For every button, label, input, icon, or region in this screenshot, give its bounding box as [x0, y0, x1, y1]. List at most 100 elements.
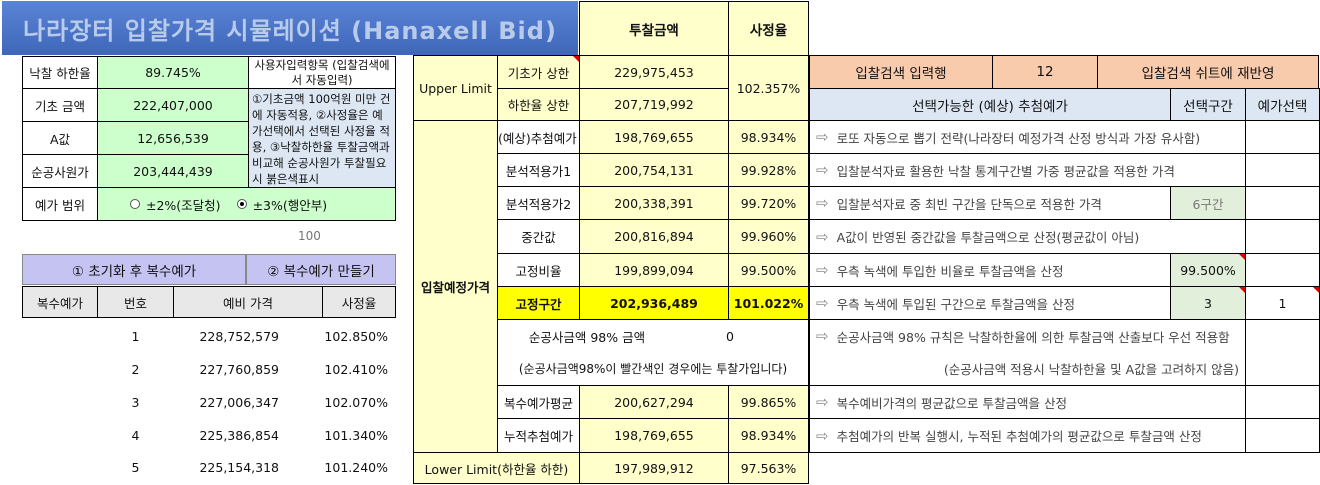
table-row-price: 225,386,854	[199, 428, 279, 443]
arrow-right-icon: ⇨	[816, 294, 829, 312]
analysis2-label: 분석적용가2	[497, 186, 580, 220]
arrow-right-icon: ⇨	[816, 227, 829, 246]
table-row-price: 225,154,318	[199, 459, 279, 475]
analysis2-value: 200,338,391	[579, 186, 729, 220]
select-cell-1	[1245, 120, 1320, 154]
table-row-rate: 101.340%	[324, 428, 388, 443]
lower-limit-rate: 97.563%	[728, 452, 809, 484]
fixed-section-rate: 101.022%	[728, 286, 809, 320]
arrow-right-icon: ⇨	[816, 261, 829, 279]
table-row-rate: 102.070%	[324, 395, 388, 410]
upper-low-value: 207,719,992	[579, 88, 729, 121]
arrow-right-icon: ⇨	[816, 161, 829, 179]
header-bid-amount: 투찰금액	[579, 1, 729, 56]
price-select-input[interactable]: 1	[1245, 286, 1320, 320]
make-multi-button[interactable]: ② 복수예가 만들기	[246, 254, 396, 285]
median-value: 200,816,894	[579, 219, 729, 254]
arrow-right-icon: ⇨	[816, 128, 829, 146]
range-option-2pct-radio[interactable]: ±2%(조달청)	[130, 195, 221, 214]
desc-row-net-rule: ⇨ 순공사금액 98% 규칙은 낙찰하한율에 의한 투찰금액 산출보다 우선 적용…	[816, 327, 1230, 345]
header-rate: 사정율	[728, 1, 809, 56]
note-body: ①기초금액 100억원 미만 건에 자동적용, ②사정율은 예가선택에서 선택된…	[248, 88, 396, 188]
upper-base-label: 기초가 상한	[497, 55, 580, 89]
table-row-no: 2	[131, 362, 140, 377]
net-amount-value: 0	[726, 328, 734, 344]
table-row-price: 227,006,347	[199, 395, 279, 410]
table-row-rate: 101.240%	[324, 459, 388, 475]
param-value-base[interactable]: 222,407,000	[97, 88, 249, 122]
multi-header-rate: 사정율	[322, 286, 396, 318]
arrow-right-icon: ⇨	[816, 426, 829, 445]
table-row-price: 227,760,859	[199, 362, 279, 377]
median-rate: 99.960%	[728, 219, 809, 254]
lower-limit-label: Lower Limit(하한율 하한)	[413, 452, 580, 484]
reset-multi-button[interactable]: ① 초기화 후 복수예가	[22, 254, 246, 285]
analysis1-rate: 99.928%	[728, 153, 809, 187]
input-row-label: 입찰검색 입력행	[809, 55, 993, 89]
table-row-no: 5	[131, 459, 140, 475]
select-cell-7	[1245, 385, 1320, 419]
range-label: 예가 범위	[22, 187, 98, 221]
cumulative-value: 198,769,655	[579, 418, 729, 453]
candidates-header: 선택가능한 (예상) 추첨예가	[809, 88, 1171, 121]
section-header: 선택구간	[1170, 88, 1246, 121]
input-row-value[interactable]: 12	[992, 55, 1098, 89]
fixed-section-label: 고정구간	[497, 286, 580, 320]
cumulative-label: 누적추첨예가	[497, 418, 580, 453]
desc-row-analysis2: ⇨ 입찰분석자료 중 최빈 구간을 단독으로 적용한 가격	[809, 186, 1171, 220]
fixed-section-input[interactable]: 3	[1170, 286, 1246, 320]
fixed-rate-label: 고정비율	[497, 253, 580, 287]
table-row-price: 228,752,579	[199, 329, 279, 344]
select-cell-8	[1245, 418, 1320, 453]
multi-header-label: 복수예가	[22, 286, 98, 318]
range-option-3pct-radio[interactable]: ±3%(행안부)	[236, 195, 327, 214]
title-banner: 나라장터 입찰가격 시뮬레이션 (Hanaxell Bid)	[2, 1, 578, 55]
table-row-no: 1	[131, 329, 140, 344]
count-label: 100	[298, 229, 321, 243]
analysis2-section-cell[interactable]: 6구간	[1170, 186, 1246, 220]
upper-base-value: 229,975,453	[579, 55, 729, 89]
arrow-right-icon: ⇨	[816, 194, 829, 212]
analysis1-value: 200,754,131	[579, 153, 729, 187]
param-value-net[interactable]: 203,444,439	[97, 154, 249, 188]
upper-low-label: 하한율 상한	[497, 88, 580, 121]
multi-avg-rate: 99.865%	[728, 385, 809, 419]
multi-avg-label: 복수예가평균	[497, 385, 580, 419]
param-label-a: A값	[22, 121, 98, 155]
fixed-rate-input[interactable]: 99.500%	[1170, 253, 1246, 287]
fixed-rate-rate: 99.500%	[728, 253, 809, 287]
upper-limit-label: Upper Limit	[413, 55, 498, 121]
expected-price-label: (예상)추첨예가	[497, 120, 580, 154]
analysis2-rate: 99.720%	[728, 186, 809, 220]
group-label-expected-price: 입찰예정가격	[413, 120, 498, 453]
upper-rate: 102.357%	[728, 55, 809, 121]
fixed-section-value: 202,936,489	[579, 286, 729, 320]
expected-price-value: 198,769,655	[579, 120, 729, 154]
param-value-rate[interactable]: 89.745%	[97, 56, 249, 89]
desc-row-cumulative: ⇨ 추첨예가의 반복 실행시, 누적된 추첨예가의 평균값으로 투찰금액 산정	[809, 418, 1246, 453]
multi-header-no: 번호	[97, 286, 174, 318]
desc-row-fixed-section: ⇨ 우측 녹색에 투입된 구간으로 투찰금액을 산정	[809, 286, 1171, 320]
param-label-net: 순공사원가	[22, 154, 98, 188]
note-header: 사용자입력항목 (입찰검색에서 자동입력)	[248, 56, 396, 89]
reflect-button[interactable]: 입찰검색 쉬트에 재반영	[1097, 55, 1319, 89]
param-value-a[interactable]: 12,656,539	[97, 121, 249, 155]
radio-checked-icon	[236, 199, 247, 209]
arrow-right-icon: ⇨	[816, 327, 829, 345]
select-cell-6	[1245, 319, 1320, 386]
median-label: 중간값	[497, 219, 580, 254]
table-row-rate: 102.850%	[324, 329, 388, 344]
range-options: ±2%(조달청) ±3%(행안부)	[97, 187, 396, 221]
param-label-base: 기초 금액	[22, 88, 98, 122]
multi-avg-value: 200,627,294	[579, 385, 729, 419]
select-cell-4	[1245, 219, 1320, 254]
table-row-no: 3	[131, 395, 140, 410]
expected-price-rate: 98.934%	[728, 120, 809, 154]
select-cell-3	[1245, 186, 1320, 220]
desc-row-fixed-rate: ⇨ 우측 녹색에 투입한 비율로 투찰금액을 산정	[809, 253, 1171, 287]
desc-row-multi-avg: ⇨ 복수예비가격의 평균값으로 투찰금액을 산정	[809, 385, 1246, 419]
desc-row-net-note: (순공사금액 적용시 낙찰하한율 및 A값을 고려하지 않음)	[943, 361, 1239, 377]
select-cell-2	[1245, 153, 1320, 187]
analysis1-label: 분석적용가1	[497, 153, 580, 187]
radio-unchecked-icon	[130, 199, 140, 209]
